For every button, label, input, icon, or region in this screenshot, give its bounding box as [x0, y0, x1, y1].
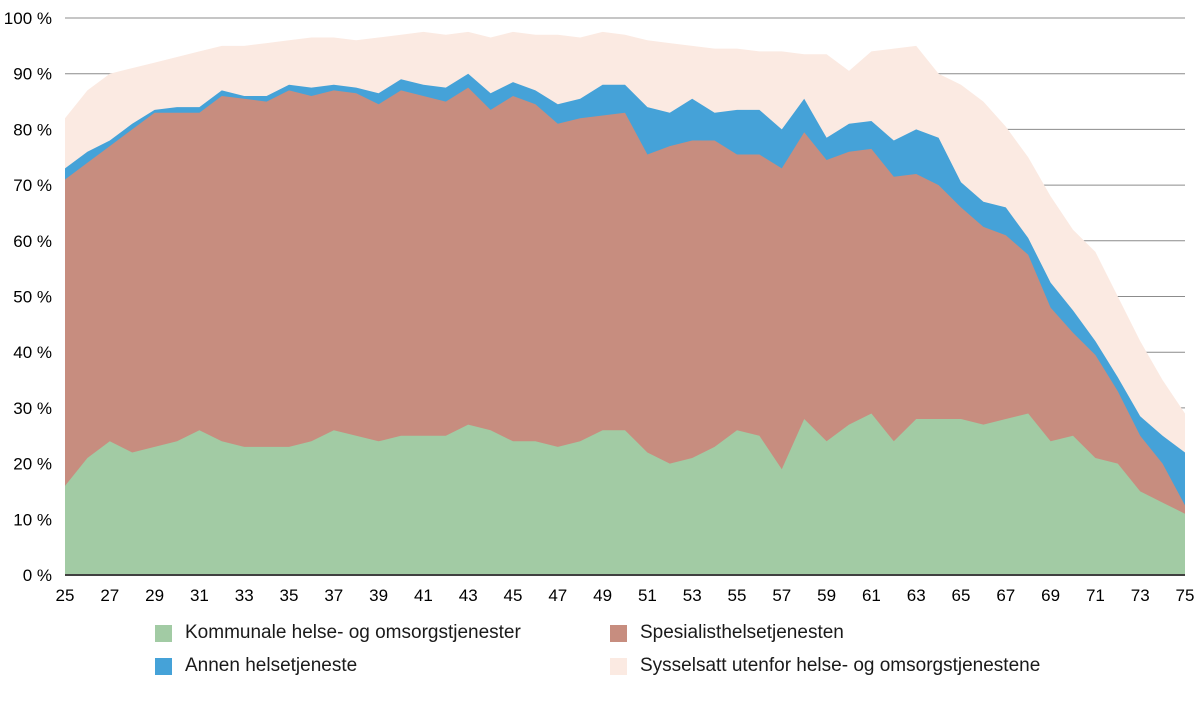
x-tick-label: 67: [996, 586, 1015, 605]
legend-swatch: [155, 657, 172, 675]
chart-legend: Kommunale helse- og omsorgstjenester Spe…: [0, 622, 1200, 677]
x-tick-label: 45: [504, 586, 523, 605]
x-tick-label: 37: [324, 586, 343, 605]
x-tick-label: 71: [1086, 586, 1105, 605]
stacked-area-chart: 0 % 10 % 20 % 30 % 40 % 50 % 60 % 70 % 80 % 90 % 1…: [4, 9, 1195, 605]
x-tick-label: 69: [1041, 586, 1060, 605]
x-tick-label: 75: [1176, 586, 1195, 605]
x-tick-label: 53: [683, 586, 702, 605]
y-tick-label: 30 %: [13, 399, 52, 418]
x-tick-label: 51: [638, 586, 657, 605]
legend-item-spesialist: Spesialisthelsetjenesten: [610, 622, 1200, 644]
x-tick-label: 63: [907, 586, 926, 605]
legend-item-utenfor: Sysselsatt utenfor helse- og omsorgstjen…: [610, 654, 1200, 677]
x-tick-label: 57: [772, 586, 791, 605]
x-tick-label: 43: [459, 586, 478, 605]
x-tick-label: 25: [56, 586, 75, 605]
y-tick-label: 60 %: [13, 232, 52, 251]
legend-label: Spesialisthelsetjenesten: [640, 622, 844, 643]
x-tick-label: 55: [728, 586, 747, 605]
x-tick-label: 65: [952, 586, 971, 605]
area-series-0: [65, 413, 1185, 575]
x-tick-label: 41: [414, 586, 433, 605]
legend-swatch: [610, 657, 627, 675]
x-tick-label: 39: [369, 586, 388, 605]
legend-item-annen: Annen helsetjeneste: [155, 654, 610, 677]
y-tick-label: 10 %: [13, 510, 52, 529]
x-tick-label: 61: [862, 586, 881, 605]
legend-label: Sysselsatt utenfor helse- og omsorgstjen…: [640, 654, 1041, 676]
y-tick-label: 90 %: [13, 65, 52, 84]
x-tick-label: 73: [1131, 586, 1150, 605]
legend-label: Kommunale helse- og omsorgstjenester: [185, 622, 521, 643]
y-tick-label: 40 %: [13, 343, 52, 362]
legend-swatch: [610, 624, 627, 642]
x-tick-label: 35: [280, 586, 299, 605]
y-tick-label: 70 %: [13, 176, 52, 195]
x-tick-label: 49: [593, 586, 612, 605]
y-tick-label: 50 %: [13, 288, 52, 307]
y-tick-label: 100 %: [4, 9, 52, 28]
x-tick-label: 59: [817, 586, 836, 605]
x-tick-label: 33: [235, 586, 254, 605]
x-tick-label: 47: [548, 586, 567, 605]
y-tick-label: 20 %: [13, 455, 52, 474]
x-tick-label: 31: [190, 586, 209, 605]
x-tick-label: 27: [100, 586, 119, 605]
y-tick-label: 80 %: [13, 120, 52, 139]
legend-swatch: [155, 624, 172, 642]
legend-item-kommunale: Kommunale helse- og omsorgstjenester: [155, 622, 610, 644]
x-tick-label: 29: [145, 586, 164, 605]
y-tick-label: 0 %: [23, 566, 52, 585]
legend-label: Annen helsetjeneste: [185, 654, 358, 676]
